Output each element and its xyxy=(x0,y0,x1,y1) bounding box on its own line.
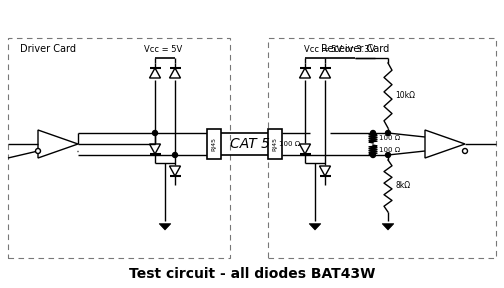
Text: RJ45: RJ45 xyxy=(212,137,217,151)
Polygon shape xyxy=(159,224,171,230)
Text: 100 Ω: 100 Ω xyxy=(379,147,400,153)
Text: 8kΩ: 8kΩ xyxy=(395,181,410,190)
Text: Receiver Card: Receiver Card xyxy=(321,44,389,54)
Circle shape xyxy=(386,130,391,135)
Polygon shape xyxy=(382,224,394,230)
Bar xyxy=(8,38,230,258)
Text: Vcc = 5V: Vcc = 5V xyxy=(144,45,182,54)
Text: 10kΩ: 10kΩ xyxy=(395,91,415,100)
Polygon shape xyxy=(309,224,321,230)
Text: 100 Ω: 100 Ω xyxy=(279,141,300,147)
Text: Driver Card: Driver Card xyxy=(20,44,76,54)
Circle shape xyxy=(386,153,391,158)
Bar xyxy=(268,38,496,258)
Circle shape xyxy=(370,153,375,158)
Circle shape xyxy=(153,130,157,135)
Circle shape xyxy=(35,149,40,154)
Circle shape xyxy=(370,130,375,135)
Circle shape xyxy=(172,153,177,158)
Text: CAT 5: CAT 5 xyxy=(230,137,270,151)
Circle shape xyxy=(463,149,468,154)
Text: RJ45: RJ45 xyxy=(273,137,278,151)
Text: Vcc = 5V or 3.3V: Vcc = 5V or 3.3V xyxy=(304,45,375,54)
Text: 100 Ω: 100 Ω xyxy=(379,135,400,141)
Text: Test circuit - all diodes BAT43W: Test circuit - all diodes BAT43W xyxy=(129,267,375,281)
Bar xyxy=(268,129,282,159)
Bar xyxy=(207,129,221,159)
